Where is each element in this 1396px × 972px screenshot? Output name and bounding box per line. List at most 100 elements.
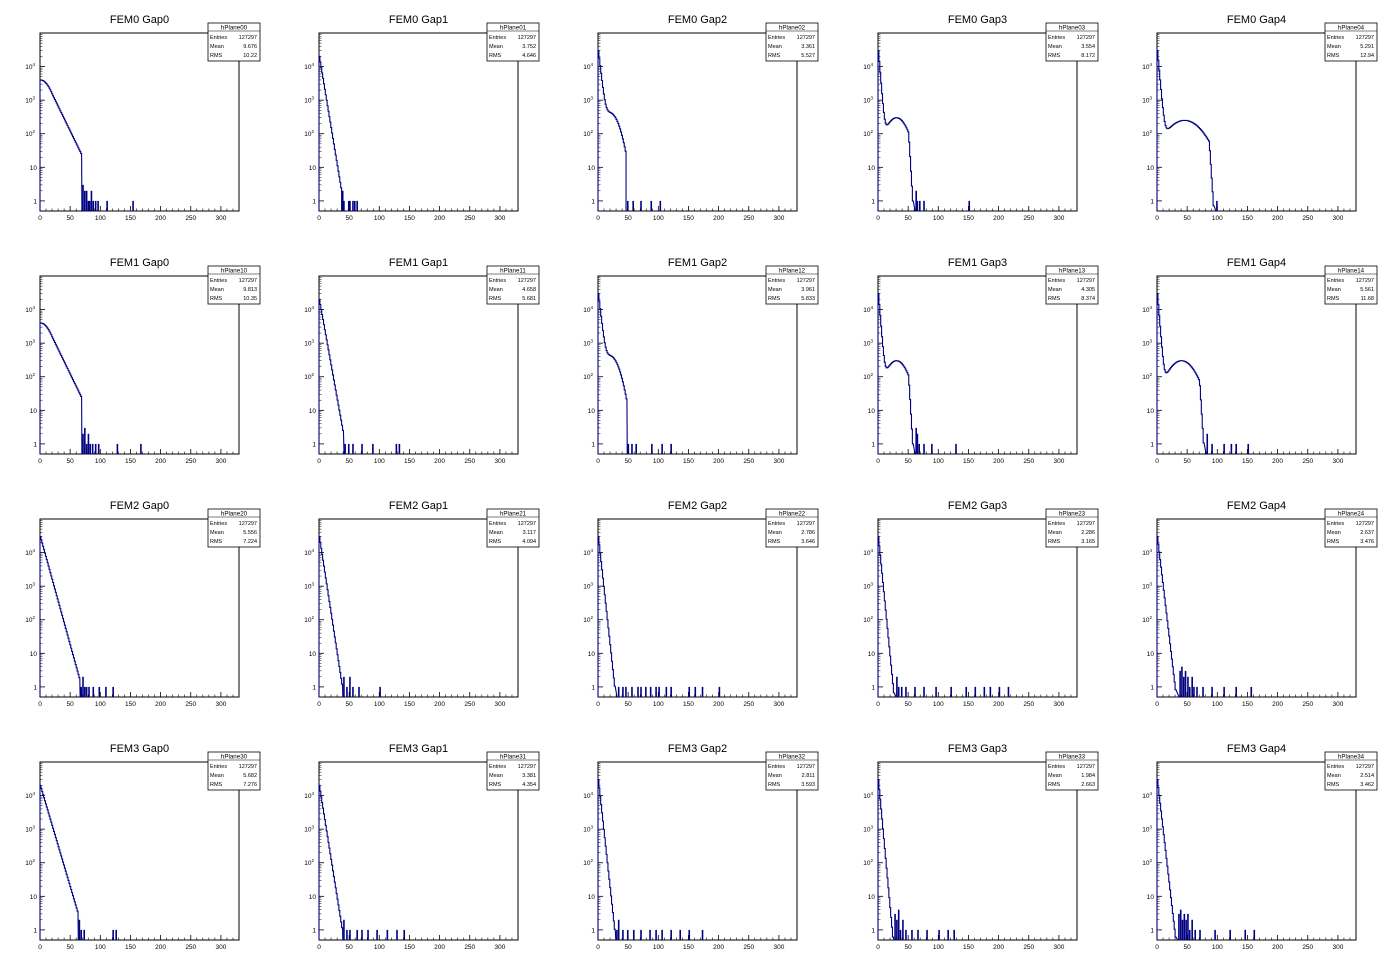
histogram-bin xyxy=(694,686,697,697)
histogram-bin xyxy=(631,443,633,454)
x-tick-label: 200 xyxy=(1272,701,1283,708)
x-tick-label: 150 xyxy=(125,215,136,222)
panel-title: FEM2 Gap0 xyxy=(110,500,169,512)
stats-name: hPlane32 xyxy=(779,754,806,761)
histogram-bin xyxy=(386,929,389,940)
stats-value: 127297 xyxy=(239,521,257,527)
stats-box: hPlane03 Entries 127297 Mean 3.554 RMS 8.172 xyxy=(1045,22,1099,62)
x-tick-label: 200 xyxy=(713,701,724,708)
y-tick-label: 10 xyxy=(309,408,317,415)
x-tick-label: 100 xyxy=(1212,458,1223,465)
x-tick-label: 0 xyxy=(876,701,880,708)
x-tick-label: 200 xyxy=(993,944,1004,951)
stats-label: Entries xyxy=(768,521,785,527)
histogram-panel: FEM0 Gap4 0 50 100 150 200 250 300 1 10 102 103 104 h… xyxy=(1142,14,1378,222)
histogram-bin xyxy=(631,686,633,697)
histogram-bin xyxy=(1183,913,1186,940)
histogram-line xyxy=(597,536,618,698)
x-tick-label: 300 xyxy=(215,215,226,222)
histogram-bin xyxy=(626,200,629,211)
stats-label: Mean xyxy=(489,44,503,50)
histogram-bin xyxy=(1184,670,1187,697)
stats-value: 4.094 xyxy=(522,539,536,545)
stats-value: 4.354 xyxy=(522,782,536,788)
x-tick-label: 150 xyxy=(125,701,136,708)
y-tick-label: 104 xyxy=(1142,62,1152,71)
y-tick-label: 10 xyxy=(1147,894,1155,901)
x-tick-label: 50 xyxy=(905,458,913,465)
y-tick-label: 103 xyxy=(583,825,593,834)
histogram-bin xyxy=(88,686,90,697)
x-tick-label: 150 xyxy=(404,944,415,951)
stats-value: 5.556 xyxy=(243,530,257,536)
y-tick-label: 102 xyxy=(1142,129,1152,138)
stats-value: 127297 xyxy=(797,35,815,41)
x-tick-label: 0 xyxy=(1155,458,1159,465)
x-tick-label: 100 xyxy=(653,701,664,708)
panel-title: FEM3 Gap2 xyxy=(668,743,727,755)
histogram-panel: FEM2 Gap4 0 50 100 150 200 250 300 1 10 102 103 104 h… xyxy=(1142,500,1378,708)
y-tick-label: 104 xyxy=(583,62,593,71)
histogram-bin xyxy=(1179,670,1181,697)
stats-label: RMS xyxy=(489,782,502,788)
histogram-bin xyxy=(1223,686,1225,697)
histogram-bin xyxy=(998,686,1001,697)
histogram-panel: FEM2 Gap3 0 50 100 150 200 250 300 1 10 102 103 104 h… xyxy=(863,500,1099,708)
stats-box: hPlane31 Entries 127297 Mean 3.381 RMS 4.354 xyxy=(486,751,540,791)
stats-label: Entries xyxy=(768,35,785,41)
histogram-bin xyxy=(900,686,903,697)
y-tick-label: 1 xyxy=(33,684,37,691)
stats-value: 5.681 xyxy=(522,296,536,302)
stats-label: Entries xyxy=(768,764,785,770)
histogram-bin xyxy=(87,433,90,454)
histogram-bin xyxy=(92,200,95,211)
y-tick-label: 104 xyxy=(1142,791,1152,800)
panel-title: FEM2 Gap1 xyxy=(389,500,448,512)
x-tick-label: 0 xyxy=(596,458,600,465)
stats-name: hPlane34 xyxy=(1338,754,1365,761)
histogram-bin xyxy=(367,929,369,940)
y-tick-label: 10 xyxy=(868,894,876,901)
stats-box: hPlane10 Entries 127297 Mean 9.813 RMS 10.35 xyxy=(207,265,261,305)
histogram-line xyxy=(318,784,344,941)
stats-label: Mean xyxy=(1048,44,1062,50)
y-tick-label: 104 xyxy=(1142,305,1152,314)
histogram-panel: FEM3 Gap4 0 50 100 150 200 250 300 1 10 102 103 104 h… xyxy=(1142,743,1378,951)
histogram-bin xyxy=(349,929,351,940)
x-tick-label: 200 xyxy=(434,944,445,951)
y-tick-label: 10 xyxy=(868,651,876,658)
stats-label: Mean xyxy=(768,44,782,50)
y-tick-label: 10 xyxy=(1147,408,1155,415)
stats-value: 127297 xyxy=(239,35,257,41)
histogram-bin xyxy=(965,686,968,697)
panel-title: FEM0 Gap2 xyxy=(668,14,727,26)
histogram-bin xyxy=(85,443,88,454)
panel-title: FEM3 Gap3 xyxy=(948,743,1007,755)
x-tick-label: 150 xyxy=(1242,215,1253,222)
histogram-panel: FEM3 Gap1 0 50 100 150 200 250 300 1 10 102 103 104 h… xyxy=(304,743,540,951)
stats-value: 5.291 xyxy=(1360,44,1374,50)
x-tick-label: 300 xyxy=(1053,944,1064,951)
stats-value: 127297 xyxy=(1356,764,1374,770)
y-tick-label: 10 xyxy=(30,165,38,172)
histogram-bin xyxy=(916,200,919,211)
histogram-bin xyxy=(626,929,629,940)
histogram-bin xyxy=(132,200,134,211)
histogram-line xyxy=(318,536,344,698)
histogram-bin xyxy=(343,919,345,940)
y-tick-label: 102 xyxy=(863,858,873,867)
y-tick-label: 10 xyxy=(588,651,596,658)
y-tick-label: 103 xyxy=(25,96,35,105)
stats-value: 127297 xyxy=(518,764,536,770)
panel-title: FEM1 Gap4 xyxy=(1227,257,1286,269)
y-tick-label: 102 xyxy=(1142,615,1152,624)
histogram-line xyxy=(597,49,627,211)
x-tick-label: 100 xyxy=(1212,215,1223,222)
histogram-panel: FEM1 Gap3 0 50 100 150 200 250 300 1 10 102 103 104 h… xyxy=(863,257,1099,465)
x-tick-label: 100 xyxy=(95,944,106,951)
stats-label: Entries xyxy=(1048,35,1065,41)
x-tick-label: 0 xyxy=(38,701,42,708)
histogram-panel: FEM1 Gap4 0 50 100 150 200 250 300 1 10 102 103 104 h… xyxy=(1142,257,1378,465)
histogram-bin xyxy=(1181,666,1183,697)
stats-box: hPlane30 Entries 127297 Mean 5.682 RMS 7.276 xyxy=(207,751,261,791)
